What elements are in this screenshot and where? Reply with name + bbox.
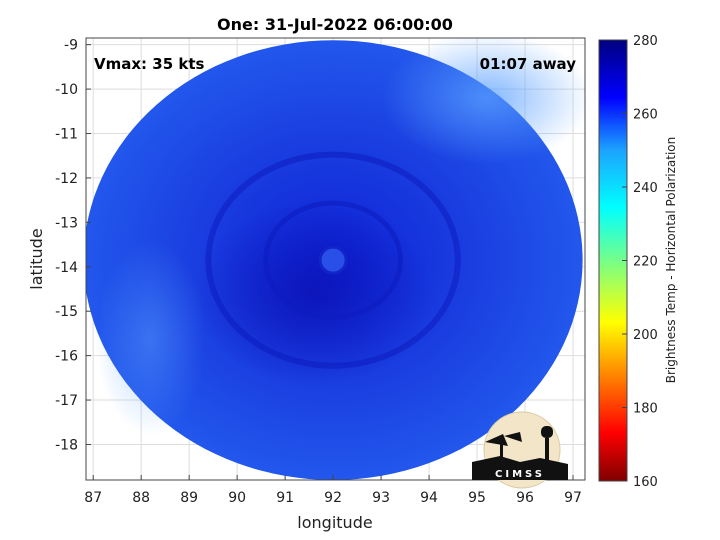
y-tick-label: -13 [55, 215, 78, 231]
y-tick-label: -11 [55, 127, 78, 143]
x-tick-label: 97 [564, 490, 582, 506]
logo-text: CIMSS [495, 469, 545, 480]
x-tick-label: 88 [132, 490, 150, 506]
colorbar-ticks: 160 180 200 220 240 260 280 [622, 34, 658, 490]
swath-layer [86, 38, 585, 480]
y-tick-label: -12 [55, 171, 78, 187]
y-tick-label: -18 [55, 437, 78, 453]
colorbar-tick-label: 160 [633, 475, 658, 490]
x-axis-label: longitude [297, 513, 372, 532]
y-tick-label: -9 [64, 38, 78, 54]
x-tick-label: 90 [228, 490, 246, 506]
chart-title: One: 31-Jul-2022 06:00:00 [217, 15, 453, 34]
x-tick-label: 89 [180, 490, 198, 506]
storm-eye [318, 245, 348, 275]
colorbar-tick-label: 180 [633, 402, 658, 417]
colorbar-tick-label: 200 [633, 328, 658, 343]
x-tick-label: 95 [468, 490, 486, 506]
y-axis-label: latitude [27, 228, 46, 289]
vmax-annotation: Vmax: 35 kts [94, 55, 204, 73]
plot-frame [85, 37, 586, 481]
spiral-band-outer [205, 151, 461, 369]
time-offset-annotation: 01:07 away [480, 55, 577, 73]
y-tick-label: -16 [55, 349, 78, 365]
x-tick-label: 92 [324, 490, 342, 506]
warm-region-northeast [381, 38, 585, 164]
spiral-band-inner [263, 200, 403, 320]
y-axis-ticks: -9 -10 -11 -12 -13 -14 -15 -16 -17 -18 [55, 38, 91, 453]
x-axis-ticks: 87 88 89 90 91 92 93 94 95 96 97 [84, 475, 582, 506]
colorbar-tick-label: 260 [633, 108, 658, 123]
y-tick-label: -14 [55, 260, 78, 276]
x-tick-label: 94 [420, 490, 438, 506]
cold-region-center [194, 201, 434, 386]
x-tick-label: 87 [84, 490, 102, 506]
colorbar-tick-label: 240 [633, 181, 658, 196]
colorbar-tick-label: 220 [633, 255, 658, 270]
x-tick-label: 91 [276, 490, 294, 506]
cimss-logo: CIMSS [472, 411, 568, 489]
x-tick-label: 93 [372, 490, 390, 506]
y-tick-label: -17 [55, 393, 78, 409]
colorbar-label: Brightness Temp - Horizontal Polarizatio… [664, 137, 678, 384]
x-tick-label: 96 [516, 490, 534, 506]
warm-region-west [95, 238, 206, 437]
y-tick-label: -15 [55, 304, 78, 320]
y-tick-label: -10 [55, 82, 78, 98]
colorbar-tick-label: 280 [633, 34, 658, 49]
